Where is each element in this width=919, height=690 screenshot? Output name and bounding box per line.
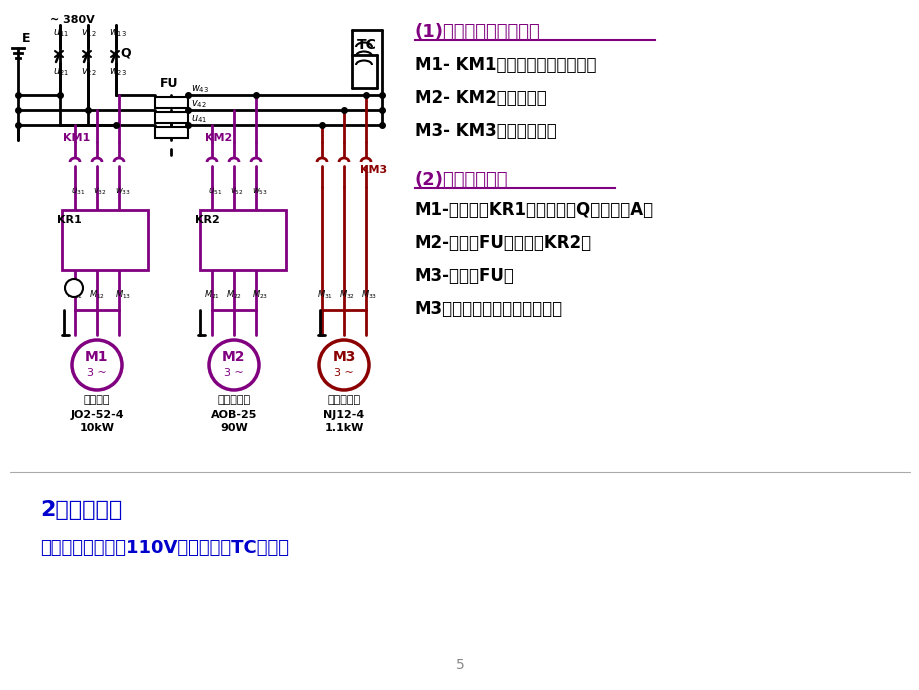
Text: $M_{22}$: $M_{22}$ <box>226 288 242 302</box>
Text: (1)电动机及控制接触器: (1)电动机及控制接触器 <box>414 23 540 41</box>
Text: $v_{22}$: $v_{22}$ <box>81 66 96 78</box>
Text: KR1: KR1 <box>57 215 82 225</box>
Text: M2- KM2：冷却泵；: M2- KM2：冷却泵； <box>414 89 546 107</box>
Text: $w_{13}$: $w_{13}$ <box>108 27 127 39</box>
Text: $w_{23}$: $w_{23}$ <box>108 66 127 78</box>
Text: A: A <box>71 283 77 293</box>
Text: TC: TC <box>357 38 377 52</box>
Text: 主电动机: 主电动机 <box>84 395 110 405</box>
Text: $M_{11}$: $M_{11}$ <box>67 288 83 302</box>
Text: M2-熔断器FU、热继电KR2；: M2-熔断器FU、热继电KR2； <box>414 234 592 252</box>
Text: M1- KM1：主运动和进给运动；: M1- KM1：主运动和进给运动； <box>414 56 596 74</box>
Text: 接触器线圈电压取110V，由变压器TC提供。: 接触器线圈电压取110V，由变压器TC提供。 <box>40 539 289 557</box>
Text: KM3: KM3 <box>359 165 387 175</box>
Text: KM2: KM2 <box>205 133 232 143</box>
Text: $u_{51}$: $u_{51}$ <box>208 187 221 197</box>
Text: $u_{31}$: $u_{31}$ <box>71 187 85 197</box>
Text: M1: M1 <box>85 350 108 364</box>
Text: FU: FU <box>160 77 178 90</box>
Text: $u_{11}$: $u_{11}$ <box>53 27 69 39</box>
Text: $w_{33}$: $w_{33}$ <box>115 187 130 197</box>
Text: 1.1kW: 1.1kW <box>324 423 363 433</box>
Text: $u_{21}$: $u_{21}$ <box>53 66 69 78</box>
Text: $v_{12}$: $v_{12}$ <box>81 27 96 39</box>
Text: 90W: 90W <box>220 423 247 433</box>
Text: $M_{13}$: $M_{13}$ <box>115 288 131 302</box>
Text: KR2: KR2 <box>195 215 220 225</box>
Circle shape <box>72 340 122 390</box>
Text: $M_{32}$: $M_{32}$ <box>338 288 355 302</box>
Bar <box>199 210 286 270</box>
Text: $M_{31}$: $M_{31}$ <box>317 288 333 302</box>
Text: M2: M2 <box>222 350 245 364</box>
Text: M3- KM3：快速运动。: M3- KM3：快速运动。 <box>414 122 556 140</box>
Text: 冷却电动机: 冷却电动机 <box>217 395 250 405</box>
Text: M3-熔断器FU；: M3-熔断器FU； <box>414 267 515 285</box>
Bar <box>62 210 148 270</box>
Text: $u_{41}$: $u_{41}$ <box>191 113 207 125</box>
Text: $M_{12}$: $M_{12}$ <box>89 288 105 302</box>
Text: M3: M3 <box>332 350 356 364</box>
Text: KM1: KM1 <box>62 133 90 143</box>
Text: M1-热继电器KR1、空气开关Q、电流表A；: M1-热继电器KR1、空气开关Q、电流表A； <box>414 201 653 219</box>
Circle shape <box>65 279 83 297</box>
Text: $w_{43}$: $w_{43}$ <box>191 83 209 95</box>
Text: ~ 380V: ~ 380V <box>50 15 95 25</box>
Bar <box>154 127 187 138</box>
Circle shape <box>209 340 259 390</box>
Text: JO2-52-4: JO2-52-4 <box>70 410 124 420</box>
Text: $v_{42}$: $v_{42}$ <box>191 98 207 110</box>
Text: $M_{33}$: $M_{33}$ <box>360 288 377 302</box>
Text: $v_{52}$: $v_{52}$ <box>230 187 244 197</box>
Bar <box>154 112 187 123</box>
Text: (2)电动机的保护: (2)电动机的保护 <box>414 171 508 189</box>
Text: 3 ~: 3 ~ <box>224 368 244 378</box>
Text: 3 ~: 3 ~ <box>334 368 354 378</box>
Text: 5: 5 <box>455 658 464 672</box>
Text: $w_{53}$: $w_{53}$ <box>252 187 267 197</box>
Text: AOB-25: AOB-25 <box>210 410 257 420</box>
Bar <box>154 97 187 108</box>
Text: E: E <box>22 32 30 44</box>
Text: $M_{23}$: $M_{23}$ <box>252 288 268 302</box>
Text: 10kW: 10kW <box>79 423 114 433</box>
Text: M3短时工作，不设过载保护。: M3短时工作，不设过载保护。 <box>414 300 562 318</box>
Text: 快速电动机: 快速电动机 <box>327 395 360 405</box>
Text: 3 ~: 3 ~ <box>87 368 107 378</box>
Circle shape <box>319 340 369 390</box>
Text: NJ12-4: NJ12-4 <box>323 410 364 420</box>
Text: $M_{21}$: $M_{21}$ <box>204 288 220 302</box>
Text: Q: Q <box>119 46 130 59</box>
Text: $v_{32}$: $v_{32}$ <box>93 187 107 197</box>
Text: 2、控制回路: 2、控制回路 <box>40 500 122 520</box>
